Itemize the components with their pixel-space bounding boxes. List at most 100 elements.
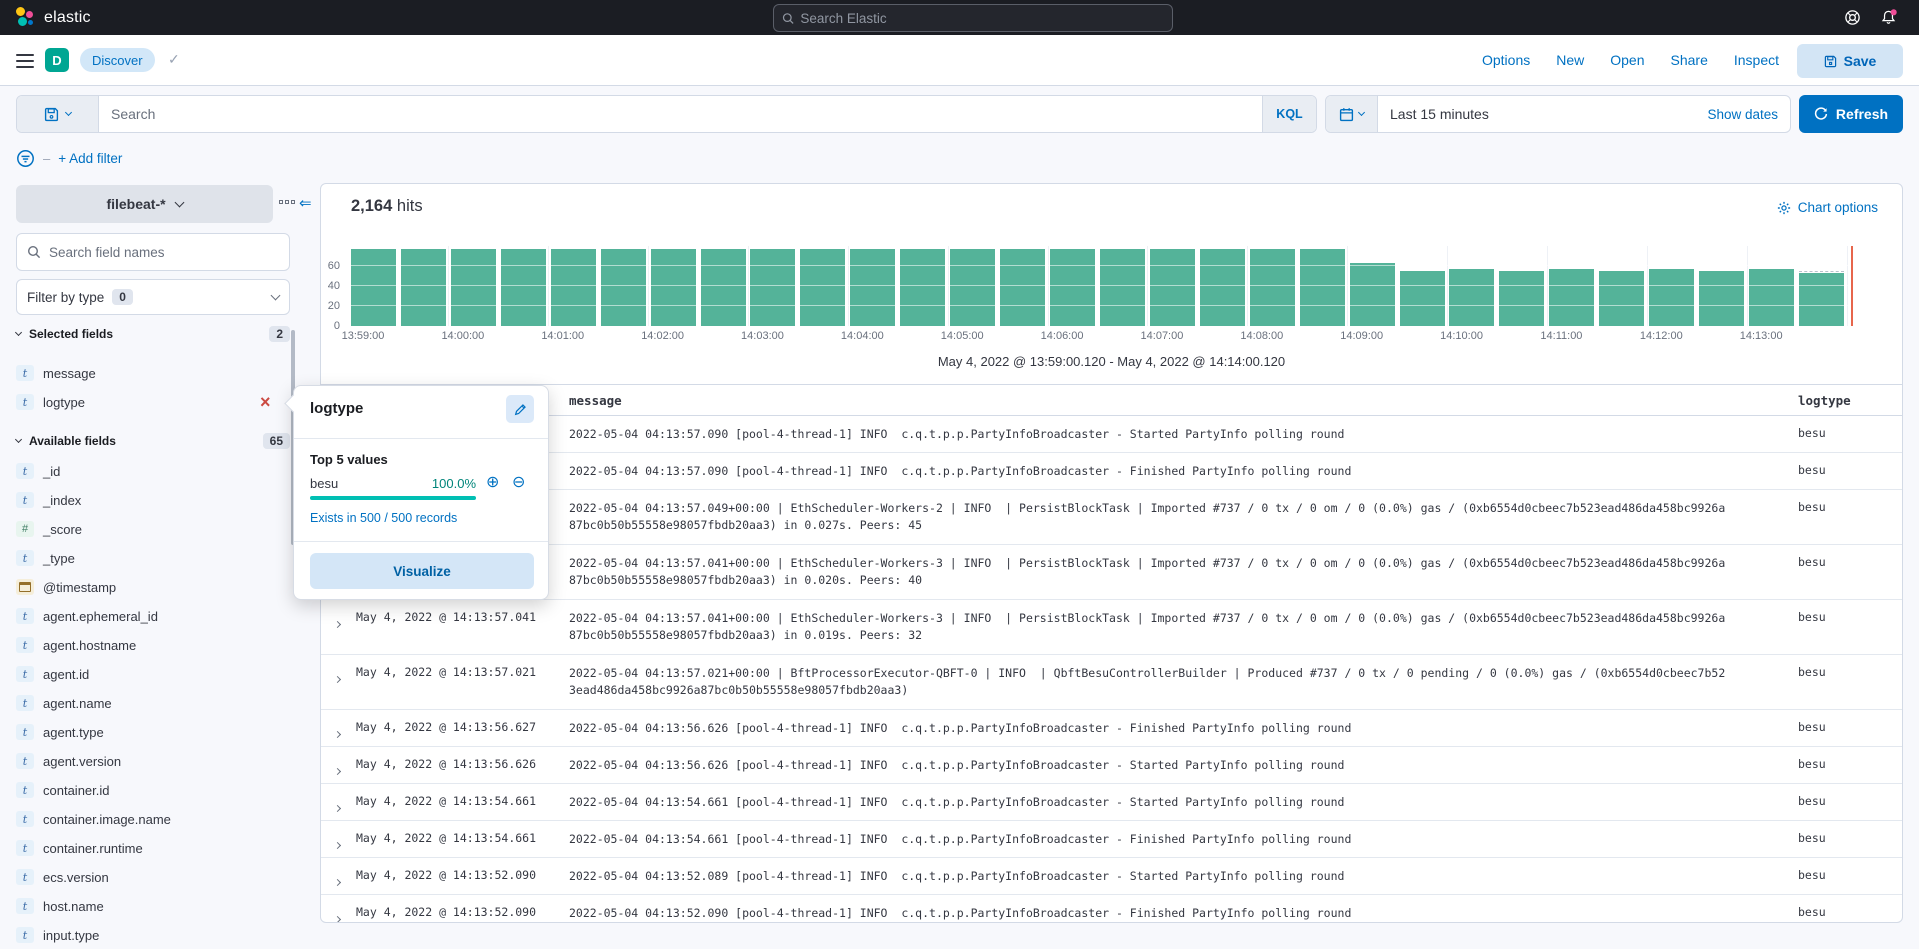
discover-app-badge[interactable]: D bbox=[45, 48, 69, 72]
available-fields-header[interactable]: Available fields 65 bbox=[16, 433, 290, 449]
histogram-bar[interactable] bbox=[850, 249, 895, 326]
expand-row-icon[interactable] bbox=[335, 909, 340, 922]
help-icon[interactable] bbox=[1844, 9, 1861, 26]
histogram-bar[interactable] bbox=[1799, 273, 1844, 326]
histogram-bar[interactable] bbox=[601, 249, 646, 326]
field-item-_score[interactable]: #_score bbox=[16, 515, 274, 543]
column-header-logtype[interactable]: logtype bbox=[1798, 393, 1851, 408]
histogram-bar[interactable] bbox=[1300, 249, 1345, 326]
histogram-bar[interactable] bbox=[1250, 249, 1295, 326]
expand-row-icon[interactable] bbox=[335, 835, 340, 853]
chart-gridline-horizontal bbox=[351, 265, 1859, 266]
refresh-button[interactable]: Refresh bbox=[1799, 95, 1903, 133]
histogram-bar[interactable] bbox=[1350, 263, 1395, 326]
breadcrumb[interactable]: Discover bbox=[80, 48, 155, 72]
histogram-bar[interactable] bbox=[1000, 249, 1045, 326]
selected-fields-header[interactable]: Selected fields 2 bbox=[16, 326, 290, 342]
field-item-_index[interactable]: t_index bbox=[16, 486, 274, 514]
visualize-button[interactable]: Visualize bbox=[310, 553, 534, 589]
filter-menu-icon[interactable] bbox=[16, 149, 35, 168]
histogram-bar[interactable] bbox=[451, 249, 496, 326]
query-input[interactable] bbox=[99, 96, 1262, 132]
collapse-sidebar-icon[interactable]: ⇐ bbox=[299, 194, 312, 212]
histogram-bar[interactable] bbox=[1150, 249, 1195, 326]
histogram-bar[interactable] bbox=[800, 249, 845, 326]
histogram-bar[interactable] bbox=[1549, 269, 1594, 326]
save-button[interactable]: Save bbox=[1797, 44, 1903, 78]
histogram-bar[interactable] bbox=[900, 249, 945, 326]
histogram-bar[interactable] bbox=[1699, 271, 1744, 326]
date-quick-menu-button[interactable] bbox=[1326, 96, 1378, 132]
histogram-chart[interactable] bbox=[351, 246, 1859, 326]
field-item-@timestamp[interactable]: @timestamp bbox=[16, 573, 274, 601]
filter-by-type-dropdown[interactable]: Filter by type 0 bbox=[16, 279, 290, 315]
histogram-bar[interactable] bbox=[1499, 271, 1544, 326]
more-options-icon[interactable] bbox=[279, 200, 295, 204]
exists-in-records-link[interactable]: Exists in 500 / 500 records bbox=[310, 511, 457, 525]
global-search-input[interactable] bbox=[800, 11, 1164, 26]
histogram-bar[interactable] bbox=[1400, 271, 1445, 326]
histogram-bar[interactable] bbox=[1449, 269, 1494, 326]
field-item-_id[interactable]: t_id bbox=[16, 457, 274, 485]
histogram-bar[interactable] bbox=[1599, 271, 1644, 326]
expand-row-icon[interactable] bbox=[335, 724, 340, 742]
chart-options-button[interactable]: Chart options bbox=[1777, 200, 1878, 215]
filter-for-value-icon[interactable]: ⊕ bbox=[486, 472, 499, 492]
chart-gridline-horizontal bbox=[351, 285, 1859, 286]
toolbar-link-share[interactable]: Share bbox=[1671, 52, 1708, 68]
remove-field-icon[interactable]: × bbox=[260, 394, 271, 410]
expand-row-icon[interactable] bbox=[335, 798, 340, 816]
histogram-bar[interactable] bbox=[1649, 269, 1694, 326]
histogram-bar[interactable] bbox=[950, 249, 995, 326]
field-search-input[interactable] bbox=[49, 245, 279, 260]
notifications-bell-icon[interactable] bbox=[1880, 9, 1897, 26]
histogram-bar[interactable] bbox=[551, 249, 596, 326]
elastic-brand[interactable]: elastic bbox=[14, 6, 91, 29]
global-search[interactable] bbox=[773, 4, 1173, 32]
histogram-bar[interactable] bbox=[1100, 249, 1145, 326]
histogram-bar[interactable] bbox=[1200, 249, 1245, 326]
histogram-bar[interactable] bbox=[501, 249, 546, 326]
histogram-bar[interactable] bbox=[351, 249, 396, 326]
filter-out-value-icon[interactable]: ⊖ bbox=[512, 472, 525, 492]
toolbar-link-open[interactable]: Open bbox=[1610, 52, 1644, 68]
query-language-button[interactable]: KQL bbox=[1262, 96, 1316, 132]
add-filter-button[interactable]: + Add filter bbox=[58, 151, 122, 166]
time-range-value[interactable]: Last 15 minutes bbox=[1378, 96, 1695, 132]
expand-row-icon[interactable] bbox=[335, 614, 340, 632]
histogram-bar[interactable] bbox=[750, 249, 795, 326]
field-item-_type[interactable]: t_type bbox=[16, 544, 274, 572]
edit-field-button[interactable] bbox=[506, 395, 534, 423]
expand-row-icon[interactable] bbox=[335, 761, 340, 779]
menu-hamburger-icon[interactable] bbox=[16, 54, 34, 68]
histogram-bar[interactable] bbox=[401, 249, 446, 326]
histogram-bar[interactable] bbox=[701, 249, 746, 326]
toolbar-link-inspect[interactable]: Inspect bbox=[1734, 52, 1779, 68]
index-pattern-switcher[interactable]: filebeat-* bbox=[16, 185, 273, 223]
expand-row-icon[interactable] bbox=[335, 872, 340, 890]
toolbar-link-options[interactable]: Options bbox=[1482, 52, 1530, 68]
histogram-bar[interactable] bbox=[1749, 269, 1794, 326]
toolbar-link-new[interactable]: New bbox=[1556, 52, 1584, 68]
expand-row-icon[interactable] bbox=[335, 669, 340, 687]
column-header-message[interactable]: message bbox=[569, 393, 622, 408]
histogram-bar[interactable] bbox=[1050, 249, 1095, 326]
histogram-bar[interactable] bbox=[651, 249, 696, 326]
show-dates-button[interactable]: Show dates bbox=[1695, 96, 1790, 132]
saved-query-menu-button[interactable] bbox=[17, 96, 99, 132]
